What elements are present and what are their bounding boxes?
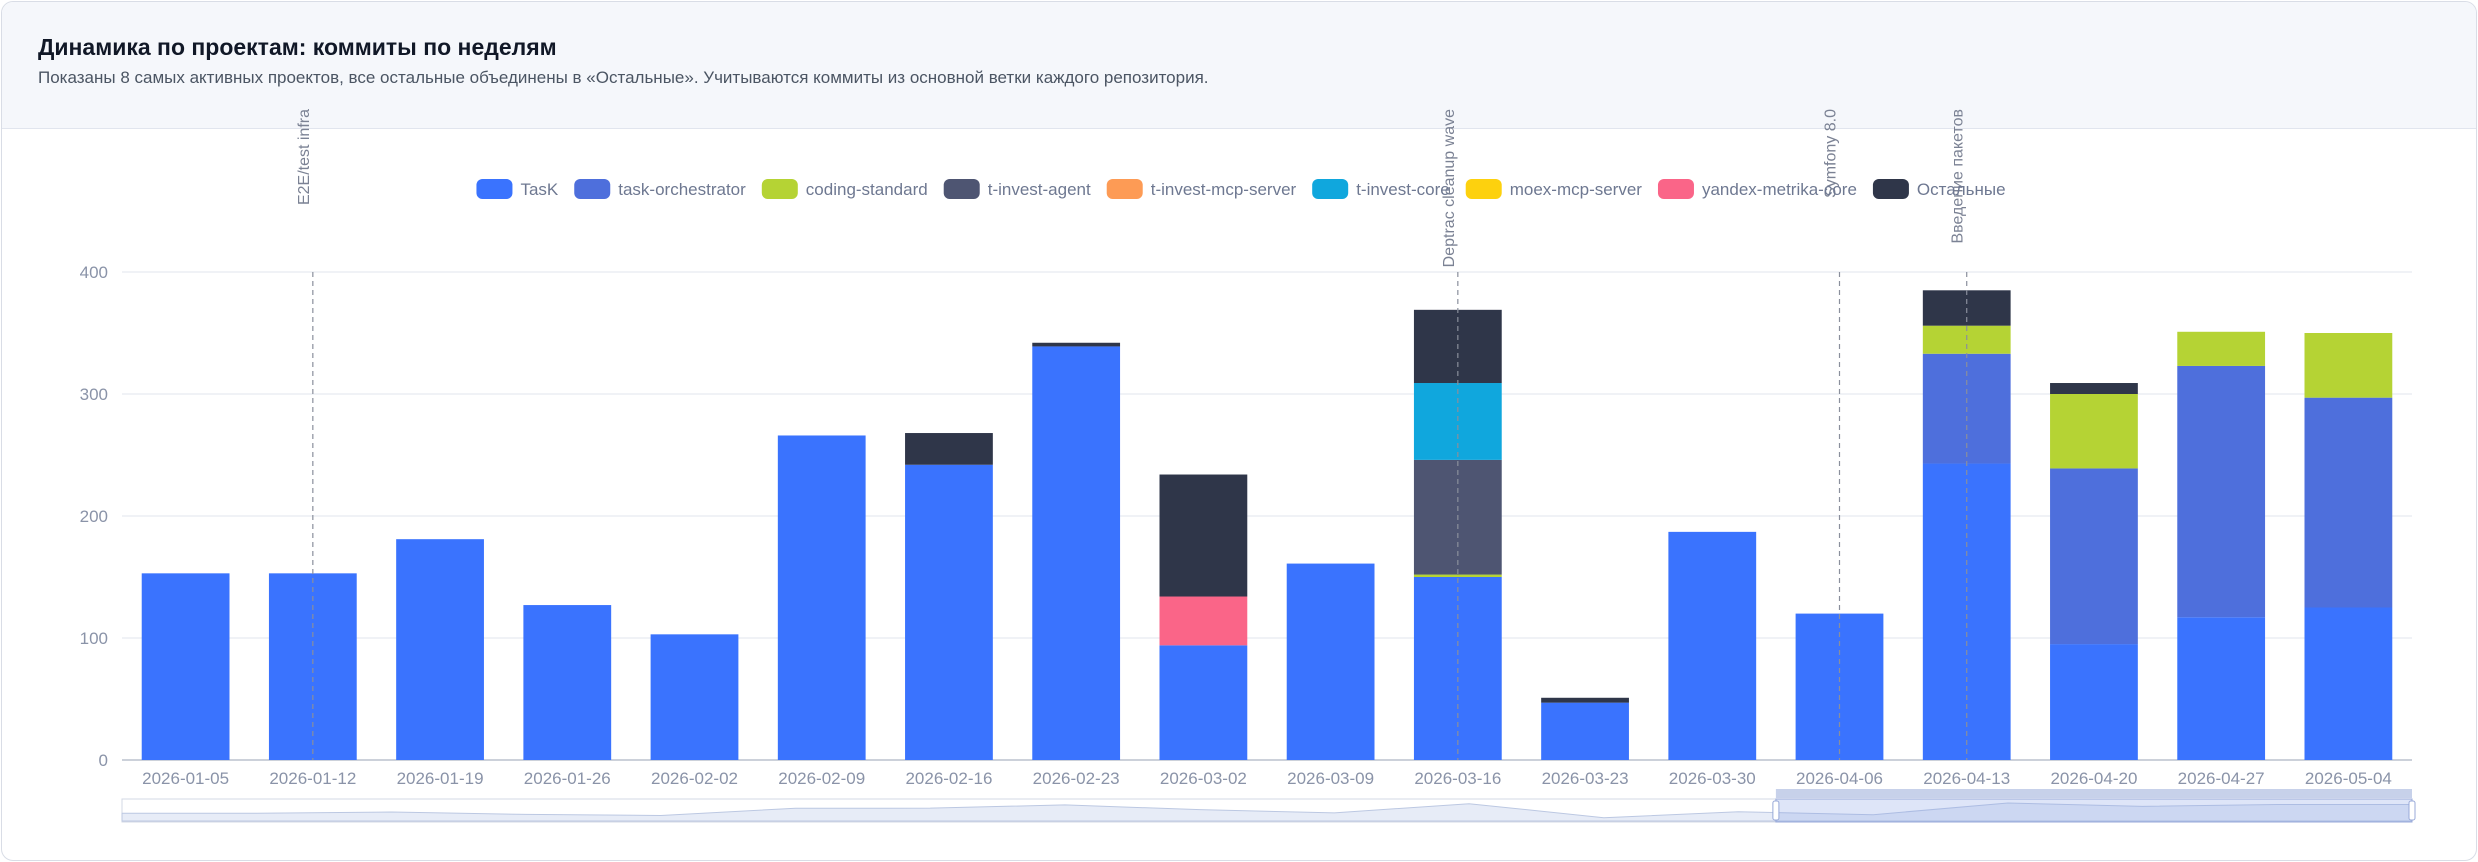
bar-segment[interactable] [650,634,739,760]
legend-label: Остальные [1917,180,2006,199]
bar-segment[interactable] [268,573,357,760]
x-tick-label: 2026-03-02 [1160,769,1247,788]
bar-segment[interactable] [1541,702,1629,760]
bar-segment[interactable] [2050,468,2138,645]
x-tick-label: 2026-03-09 [1287,769,1374,788]
x-tick-label: 2026-04-27 [2178,769,2265,788]
annotation-label: Symfony 8.0 [1823,109,1840,198]
legend-label: coding-standard [806,180,928,199]
bar-segment[interactable] [905,464,993,760]
x-tick-label: 2026-02-02 [651,769,738,788]
y-tick-label: 0 [99,751,108,770]
bar-segment[interactable] [1159,474,1248,597]
bar-segment[interactable] [777,435,866,760]
data-zoom-move-bar[interactable] [1775,789,2412,798]
legend-label: t-invest-core [1356,180,1450,199]
x-tick-label: 2026-01-26 [524,769,611,788]
bar-segment[interactable] [2050,644,2138,760]
legend-swatch[interactable] [574,179,611,199]
bar-segment[interactable] [1032,342,1121,347]
bar-segment[interactable] [523,605,612,760]
bar-segment[interactable] [905,433,993,465]
x-tick-label: 2026-03-23 [1542,769,1629,788]
x-tick-label: 2026-05-04 [2305,769,2392,788]
bar-segment[interactable] [2304,397,2393,608]
x-tick-label: 2026-02-16 [905,769,992,788]
bar-segment[interactable] [396,539,484,760]
x-tick-label: 2026-02-23 [1033,769,1120,788]
legend-label: yandex-metrika-core [1702,180,1857,199]
bar-segment[interactable] [1159,596,1248,646]
legend-swatch[interactable] [1106,179,1143,199]
legend-label: moex-mcp-server [1510,180,1643,199]
bar-segment[interactable] [1159,645,1248,760]
x-tick-label: 2026-04-06 [1796,769,1883,788]
legend-label: task-orchestrator [618,180,746,199]
x-tick-label: 2026-02-09 [778,769,865,788]
x-tick-label: 2026-01-19 [397,769,484,788]
legend-label: t-invest-mcp-server [1151,180,1297,199]
bar-segment[interactable] [1413,574,1502,577]
bar-segment[interactable] [1413,383,1502,460]
bar-segment[interactable] [2304,333,2393,398]
data-zoom-handle-end[interactable] [2408,800,2416,821]
x-tick-label: 2026-03-30 [1669,769,1756,788]
bar-segment[interactable] [1668,531,1757,760]
chart-title: Динамика по проектам: коммиты по неделям [38,34,557,60]
y-tick-label: 100 [80,629,108,648]
bar-segment[interactable] [2050,383,2138,394]
legend-swatch[interactable] [1312,179,1349,199]
bar-segment[interactable] [2177,365,2266,618]
data-zoom-handle-start[interactable] [1772,800,1780,821]
bar-segment[interactable] [1286,563,1375,760]
x-tick-label: 2026-01-12 [269,769,356,788]
legend-swatch[interactable] [1465,179,1502,199]
y-tick-label: 300 [80,385,108,404]
legend-swatch[interactable] [476,179,513,199]
annotation-label: Deptrac cleanup wave [1441,109,1458,267]
x-tick-label: 2026-04-20 [2050,769,2137,788]
bar-segment[interactable] [141,573,230,760]
legend-swatch[interactable] [1872,179,1909,199]
bar-segment[interactable] [1032,346,1121,760]
card-header: Динамика по проектам: коммиты по неделям… [2,2,2476,129]
y-tick-label: 200 [80,507,108,526]
y-tick-label: 400 [80,263,108,282]
bar-segment[interactable] [2177,617,2266,760]
legend-label: t-invest-agent [988,180,1091,199]
x-tick-label: 2026-03-16 [1414,769,1501,788]
legend-label: TasK [520,180,558,199]
data-zoom-window[interactable] [1775,798,2413,823]
data-zoom-preview [121,802,2413,822]
x-tick-label: 2026-01-05 [142,769,229,788]
legend-swatch[interactable] [1657,179,1694,199]
bar-segment[interactable] [2304,607,2393,761]
legend-swatch[interactable] [943,179,980,199]
chart-subtitle: Показаны 8 самых активных проектов, все … [38,68,1209,87]
bar-segment[interactable] [2177,331,2266,366]
bar-segment[interactable] [1922,463,2011,760]
annotation-label: Введение пакетов [1950,109,1967,244]
legend-swatch[interactable] [761,179,798,199]
bar-segment[interactable] [2050,394,2138,469]
bar-segment[interactable] [1541,697,1629,703]
annotation-label: E2E/test infra [296,109,313,205]
x-tick-label: 2026-04-13 [1923,769,2010,788]
